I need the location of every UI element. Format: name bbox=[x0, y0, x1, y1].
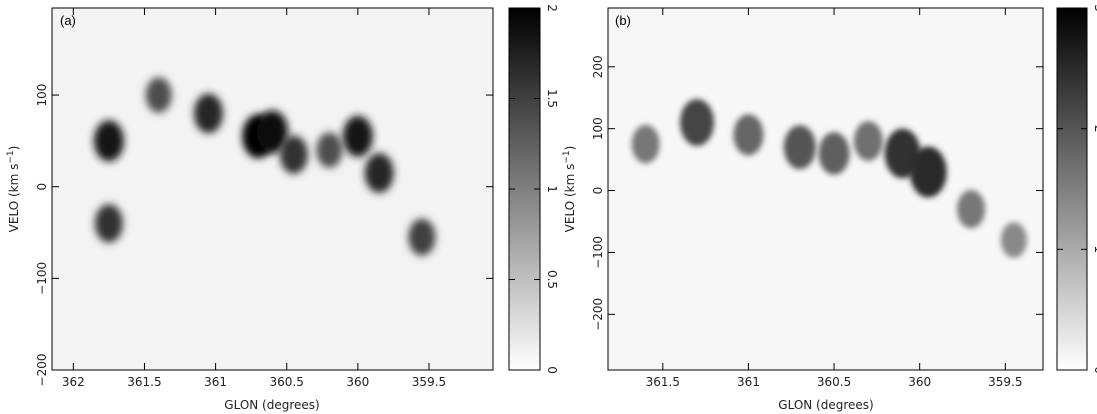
panel-a-y-title-close: ) bbox=[7, 146, 21, 151]
a-x-tick-label: 361 bbox=[204, 375, 227, 389]
panel-a-plot-area bbox=[51, 7, 494, 371]
a-emission-feature bbox=[279, 135, 308, 174]
b-colorbar-tick-label: 2 bbox=[1092, 125, 1097, 133]
b-y-tick-label: 0 bbox=[591, 187, 605, 195]
b-emission-feature bbox=[853, 121, 883, 161]
panel-a-x-title: GLON (degrees) bbox=[224, 398, 319, 412]
a-emission-feature bbox=[94, 204, 123, 243]
a-emission-feature bbox=[93, 120, 124, 162]
panel-b: (b) 361.5 361 360.5 360 359.5 200 100 0 −100 −20… bbox=[562, 4, 1097, 412]
b-colorbar-tick-label: 1 bbox=[1092, 246, 1097, 254]
panel-a-y-axis: 100 0 −100 −200 bbox=[35, 84, 493, 387]
panel-b-label: (b) bbox=[615, 13, 631, 28]
a-x-tick-label: 360.5 bbox=[270, 375, 304, 389]
b-emission-feature bbox=[783, 125, 816, 170]
a-x-tick-label: 360 bbox=[346, 375, 369, 389]
b-x-tick-label: 361.5 bbox=[646, 375, 680, 389]
b-emission-feature bbox=[733, 114, 764, 156]
b-x-tick-label: 359.5 bbox=[988, 375, 1022, 389]
a-emission-feature bbox=[316, 132, 343, 168]
b-emission-feature bbox=[909, 146, 947, 198]
a-colorbar-tick-label: 2 bbox=[545, 4, 559, 12]
a-x-tick-label: 361.5 bbox=[127, 375, 161, 389]
a-colorbar-tick-label: 1.5 bbox=[545, 89, 559, 108]
a-emission-feature bbox=[257, 110, 288, 154]
panel-a-colorbar: 0 0.5 1 1.5 2 bbox=[508, 4, 559, 374]
b-emission-feature bbox=[631, 124, 660, 164]
panel-a-emission bbox=[93, 77, 436, 256]
b-x-tick-label: 360.5 bbox=[817, 375, 851, 389]
a-emission-feature bbox=[408, 218, 436, 256]
a-emission-feature bbox=[364, 153, 394, 193]
panel-b-colorbar: 0 1 2 3 bbox=[1056, 4, 1097, 374]
b-emission-feature bbox=[957, 189, 986, 229]
b-emission-feature bbox=[818, 132, 850, 175]
b-colorbar-tick-label: 3 bbox=[1092, 4, 1097, 12]
panel-b-emission bbox=[631, 99, 1027, 258]
panel-a-x-axis: 362 361.5 361 360.5 360 359.5 bbox=[62, 8, 446, 389]
panel-a-label: (a) bbox=[60, 13, 76, 28]
panel-b-plot-area bbox=[607, 7, 1044, 371]
panel-a-y-title: VELO (km s−1) bbox=[6, 146, 21, 233]
b-y-tick-label: 100 bbox=[591, 117, 605, 140]
panel-b-colorbar-ramp bbox=[1056, 7, 1088, 371]
a-y-tick-label: 100 bbox=[35, 84, 49, 107]
a-y-tick-label: −200 bbox=[35, 354, 49, 387]
a-colorbar-tick-label: 0 bbox=[545, 366, 559, 374]
panel-a: (a) 362 361.5 361 360.5 360 359.5 100 0 −100 −20… bbox=[6, 4, 559, 412]
a-emission-feature bbox=[193, 93, 223, 134]
panel-b-y-title-main: VELO (km s bbox=[563, 164, 577, 233]
a-emission-feature bbox=[145, 77, 172, 113]
panel-a-y-title-main: VELO (km s bbox=[7, 164, 21, 233]
a-colorbar-tick-label: 0.5 bbox=[545, 270, 559, 289]
a-colorbar-tick-label: 1 bbox=[545, 185, 559, 193]
a-y-tick-label: −100 bbox=[35, 262, 49, 295]
b-x-tick-label: 361 bbox=[737, 375, 760, 389]
panel-a-y-title-sup: −1 bbox=[6, 150, 16, 163]
b-y-tick-label: −100 bbox=[591, 236, 605, 269]
panel-b-y-title: VELO (km s−1) bbox=[562, 146, 577, 233]
b-emission-feature bbox=[680, 99, 715, 146]
panel-b-x-axis: 361.5 361 360.5 360 359.5 bbox=[646, 8, 1023, 389]
b-colorbar-tick-label: 0 bbox=[1092, 366, 1097, 374]
panel-b-y-title-close: ) bbox=[563, 146, 577, 151]
b-y-tick-label: 200 bbox=[591, 55, 605, 78]
a-emission-feature bbox=[342, 115, 373, 157]
a-y-tick-label: 0 bbox=[35, 183, 49, 191]
panel-b-x-title: GLON (degrees) bbox=[778, 398, 873, 412]
b-x-tick-label: 360 bbox=[908, 375, 931, 389]
panel-b-y-title-sup: −1 bbox=[562, 150, 572, 163]
a-x-tick-label: 362 bbox=[62, 375, 85, 389]
b-emission-feature bbox=[1000, 222, 1027, 258]
b-y-tick-label: −200 bbox=[591, 298, 605, 331]
a-x-tick-label: 359.5 bbox=[412, 375, 446, 389]
panel-b-y-axis: 200 100 0 −100 −200 bbox=[591, 55, 1043, 331]
